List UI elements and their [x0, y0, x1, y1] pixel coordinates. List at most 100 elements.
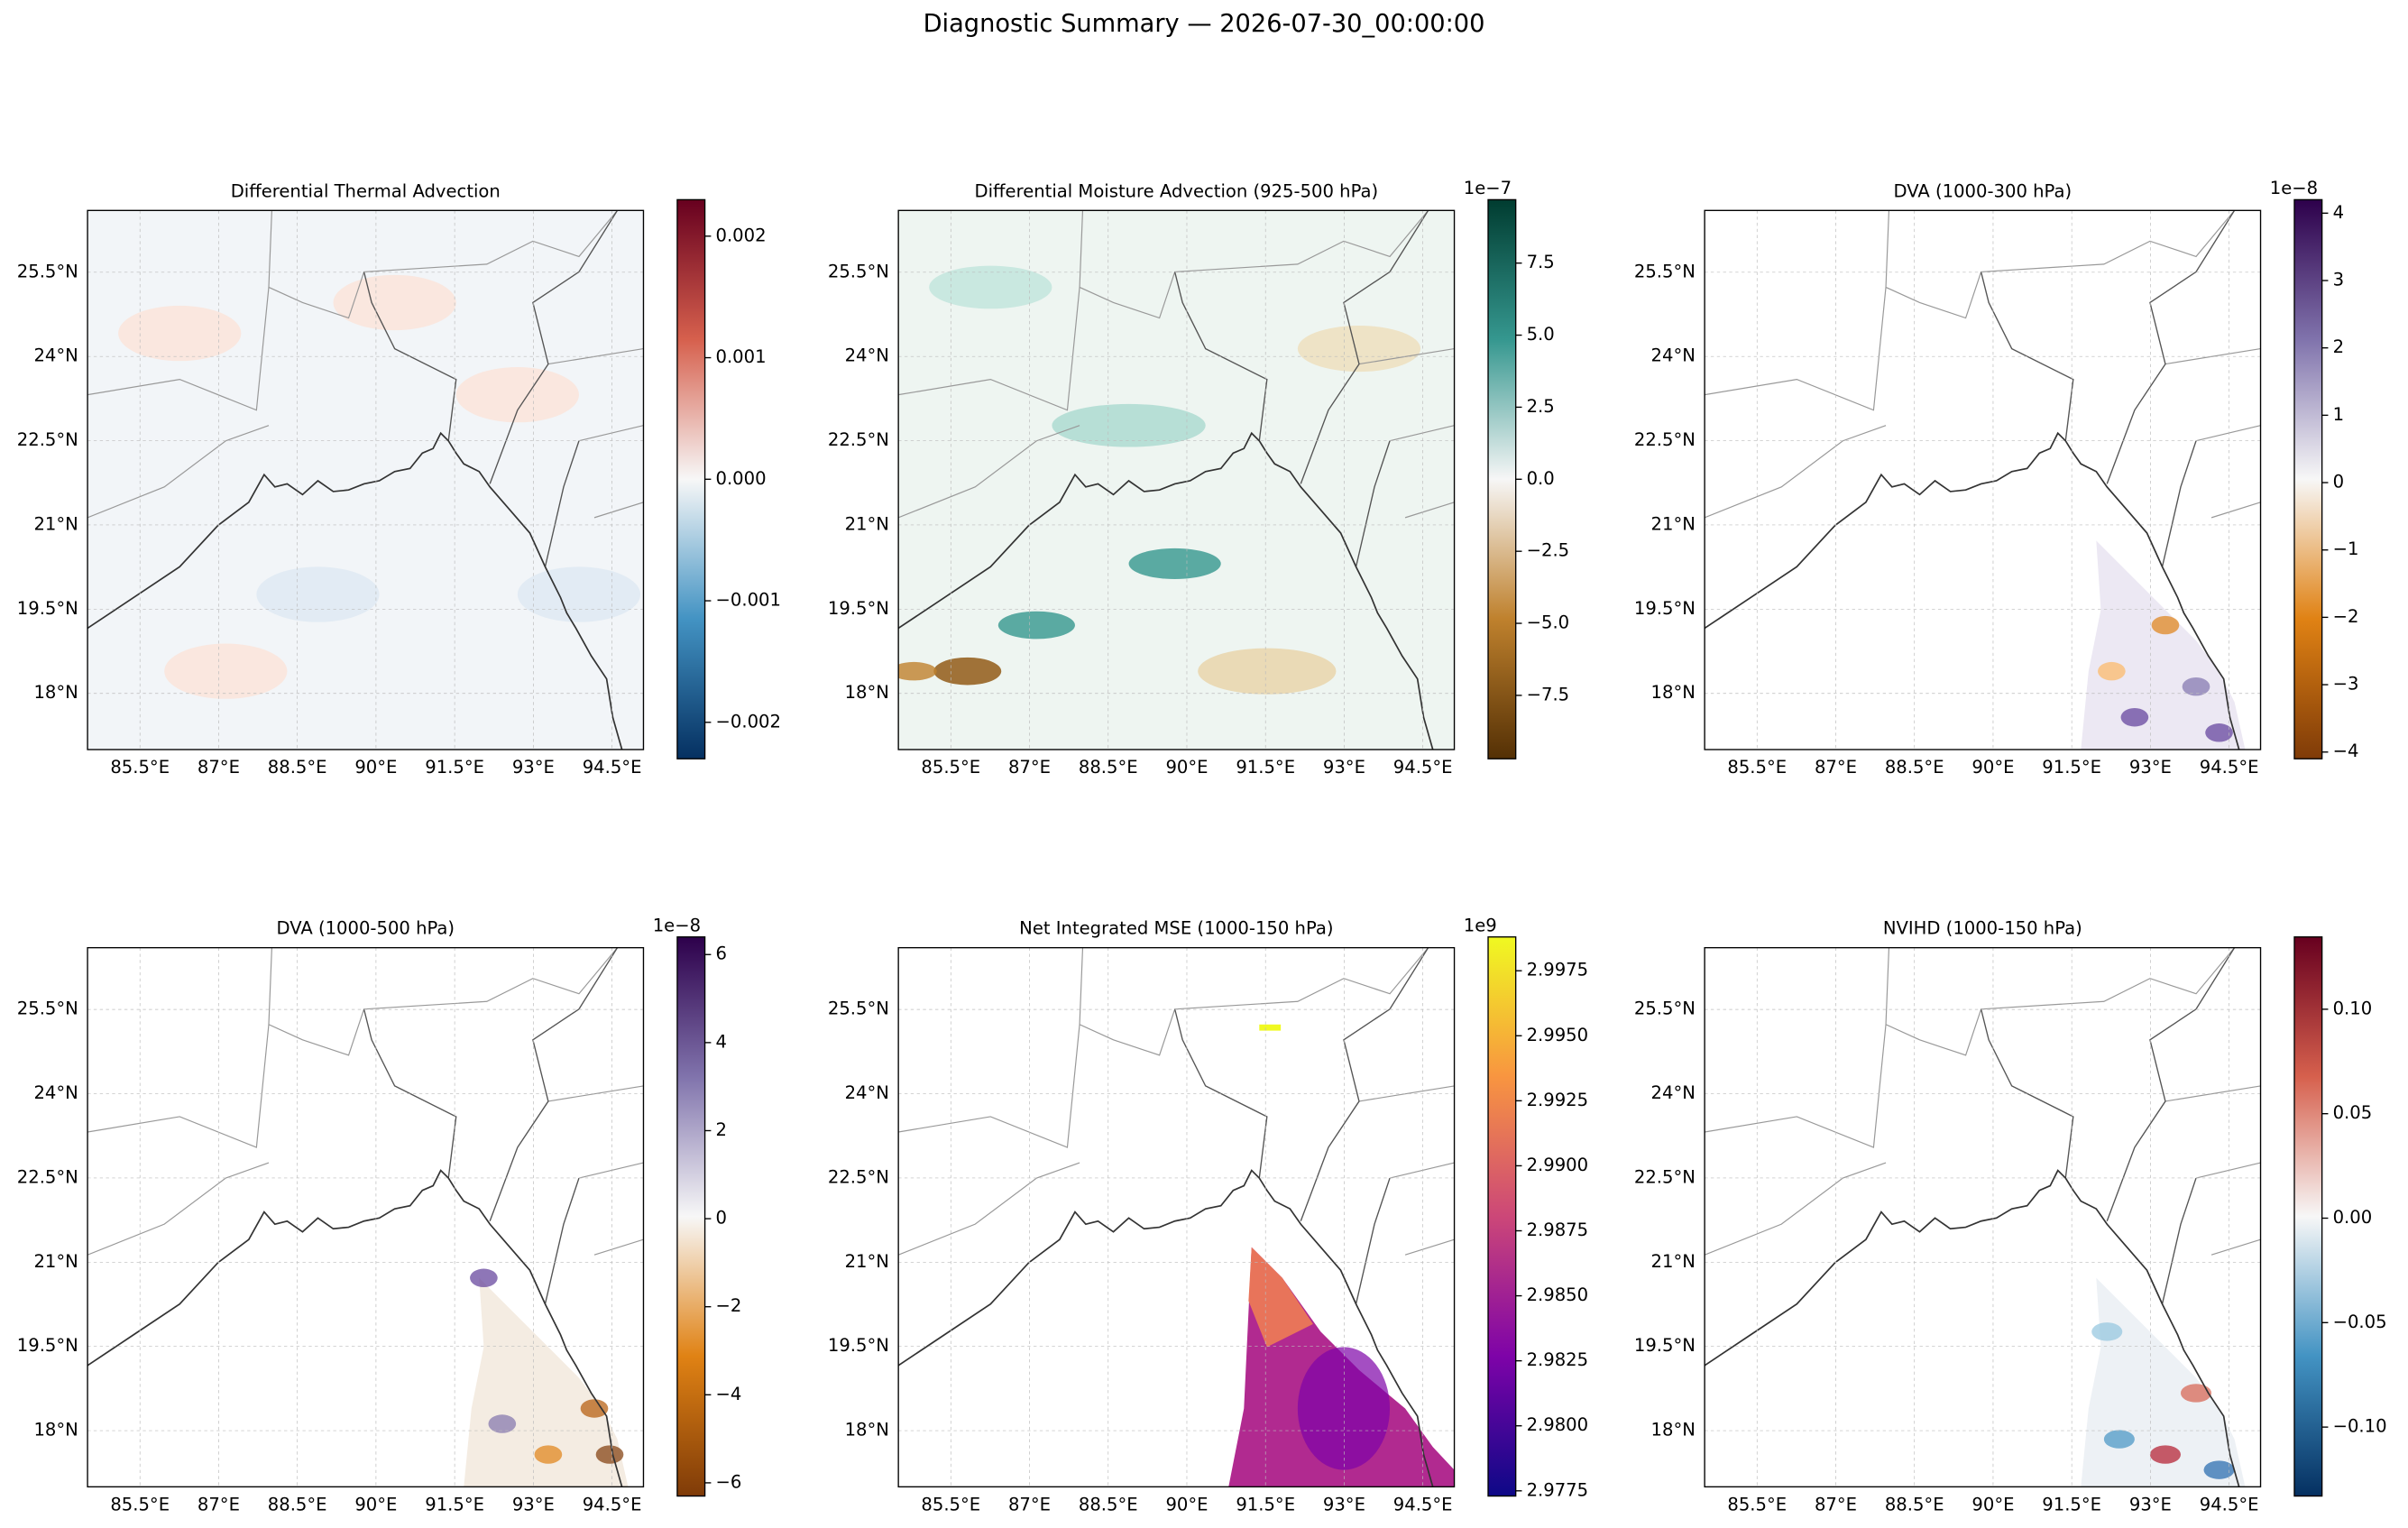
map-clip [87, 210, 644, 750]
panel-title: DVA (1000-500 hPa) [276, 918, 455, 939]
field-blob [118, 305, 242, 362]
field [1259, 1024, 1282, 1031]
colorbar-tick-label: −0.001 [716, 590, 781, 611]
field-blob [2103, 1430, 2135, 1449]
x-tick-label: 93°E [1323, 1494, 1365, 1514]
field-blob [470, 1268, 498, 1287]
panel-title: DVA (1000-300 hPa) [1894, 180, 2073, 201]
field-blob [2098, 661, 2126, 681]
y-tick-label: 21°N [33, 513, 78, 534]
field-blob [2151, 615, 2180, 635]
field-blob [1128, 548, 1221, 579]
field-blob [2203, 1460, 2235, 1479]
map-clip [1705, 210, 2261, 750]
y-tick-label: 24°N [1651, 1082, 1696, 1103]
colorbar-tick-label: 2.9825 [1527, 1349, 1589, 1370]
y-tick-label: 24°N [1651, 345, 1696, 366]
y-tick-label: 18°N [33, 1420, 78, 1441]
panel-title: NVIHD (1000-150 hPa) [1883, 918, 2082, 939]
y-tick-label: 24°N [845, 345, 889, 366]
y-tick-label: 19.5°N [828, 1335, 889, 1356]
map-area [898, 210, 1455, 750]
field-blob [164, 643, 288, 699]
colorbar-tick-label: 2.9850 [1527, 1284, 1589, 1305]
figure-title: Diagnostic Summary — 2026-07-30_00:00:00 [924, 10, 1485, 38]
x-tick-label: 91.5°E [425, 1494, 484, 1514]
y-tick-label: 25.5°N [828, 261, 889, 281]
colorbar-tick-label: 2.9875 [1527, 1220, 1589, 1240]
x-tick-label: 88.5°E [1885, 757, 1944, 778]
colorbar-tick-label: 3 [2333, 270, 2344, 290]
colorbar-tick-label: −2 [716, 1295, 742, 1316]
field-blob [898, 661, 937, 681]
colorbar-tick-label: −2 [2333, 606, 2359, 627]
y-tick-label: 24°N [33, 345, 78, 366]
colorbar-tick-label: −4 [2333, 741, 2359, 761]
colorbar-tick-label: 2.9925 [1527, 1090, 1589, 1110]
colorbar-tick-label: −0.002 [716, 711, 781, 732]
y-tick-label: 21°N [1651, 1251, 1696, 1272]
panel-title: Differential Moisture Advection (925-500… [975, 180, 1379, 201]
colorbar-tick-label: −4 [716, 1384, 742, 1404]
y-tick-label: 25.5°N [1634, 261, 1696, 281]
map-frame [897, 946, 1456, 1488]
colorbar [2293, 198, 2323, 759]
colorbar-tick-label: 4 [2333, 202, 2344, 223]
x-tick-label: 91.5°E [1236, 1494, 1295, 1514]
x-tick-label: 88.5°E [1079, 1494, 1138, 1514]
x-tick-label: 87°E [1008, 1494, 1051, 1514]
map-area [87, 210, 644, 750]
y-tick-label: 19.5°N [828, 598, 889, 619]
field-blob [2091, 1322, 2123, 1341]
map-frame [1704, 209, 2262, 750]
colorbar [676, 198, 706, 759]
field-blob [1198, 648, 1337, 695]
panel-title: Differential Thermal Advection [231, 180, 501, 201]
map-clip [898, 947, 1455, 1487]
y-tick-label: 19.5°N [1634, 598, 1696, 619]
colorbar-tick-label: 0.10 [2333, 998, 2373, 1018]
y-tick-label: 19.5°N [1634, 1335, 1696, 1356]
field [1297, 1347, 1391, 1470]
x-tick-label: 90°E [1971, 1494, 2014, 1514]
field-blob [933, 657, 1002, 686]
x-tick-label: 87°E [1815, 757, 1857, 778]
colorbar-tick-label: 1 [2333, 404, 2344, 425]
field-blob [2149, 1445, 2181, 1464]
field-blob [2120, 708, 2149, 727]
y-tick-label: 21°N [845, 513, 889, 534]
colorbar-offset: 1e−8 [653, 915, 701, 935]
field-blob [997, 611, 1075, 640]
y-tick-label: 25.5°N [17, 261, 78, 281]
x-tick-label: 88.5°E [268, 757, 327, 778]
x-tick-label: 88.5°E [1885, 1494, 1944, 1514]
field-blob [488, 1414, 517, 1433]
colorbar-tick-label: −0.05 [2333, 1312, 2387, 1332]
x-tick-label: 91.5°E [425, 757, 484, 778]
y-tick-label: 25.5°N [1634, 999, 1696, 1019]
y-tick-label: 21°N [845, 1251, 889, 1272]
field-blob [595, 1445, 624, 1464]
colorbar-tick-label: 2 [2333, 336, 2344, 357]
colorbar-tick-label: 2.9950 [1527, 1025, 1589, 1045]
x-tick-label: 85.5°E [1727, 1494, 1787, 1514]
x-tick-label: 93°E [512, 1494, 555, 1514]
colorbar [2293, 936, 2323, 1497]
x-tick-label: 90°E [1165, 757, 1208, 778]
y-tick-label: 22.5°N [828, 1166, 889, 1187]
x-tick-label: 88.5°E [268, 1494, 327, 1514]
field-blob [929, 265, 1052, 309]
x-tick-label: 93°E [512, 757, 555, 778]
field-blob [333, 274, 456, 331]
field-blob [2180, 1384, 2212, 1403]
colorbar-tick-label: 0.05 [2333, 1102, 2373, 1123]
y-tick-label: 22.5°N [17, 429, 78, 450]
field-blob [256, 566, 380, 622]
x-tick-label: 87°E [1815, 1494, 1857, 1514]
colorbar-offset: 1e9 [1464, 915, 1497, 935]
y-tick-label: 18°N [845, 1420, 889, 1441]
field [464, 1277, 629, 1487]
colorbar-offset: 1e−8 [2270, 178, 2318, 198]
colorbar-tick-label: 0 [2333, 472, 2344, 492]
